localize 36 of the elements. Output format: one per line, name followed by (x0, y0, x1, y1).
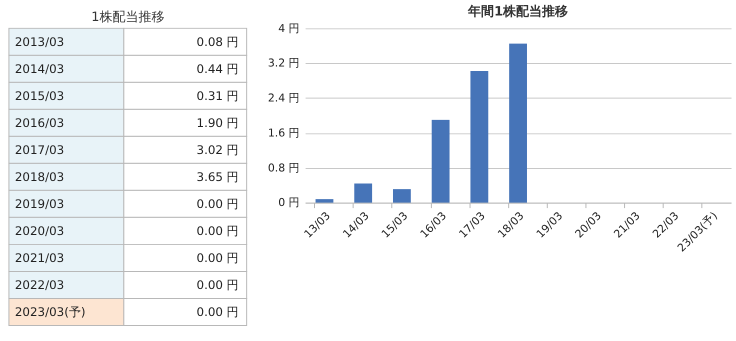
text: 0.00 円 (196, 224, 239, 238)
category-label: 2013/03 (14, 34, 64, 49)
category-label: 2021/03 (14, 250, 64, 265)
category-label: 2015/03 (14, 88, 64, 103)
y-tick-label: 4 円 (278, 22, 300, 35)
text: 0.00 円 (196, 304, 239, 319)
y-tick-label: 3.2 円 (268, 56, 300, 70)
category-label: 2022/03 (14, 278, 64, 292)
y-tick-label: 1.6 円 (268, 126, 300, 140)
y-tick-label: 2.4 円 (268, 92, 300, 105)
text: 0.00 円 (196, 250, 239, 265)
bar (392, 189, 411, 203)
bar (354, 183, 372, 203)
category-label: 2019/03 (14, 196, 64, 211)
chart-title: 年間1株配当推移 (467, 4, 568, 20)
text: 1.90 円 (196, 116, 239, 130)
category-label: 2023/03(予) (14, 304, 86, 319)
text: 0.08 円 (196, 34, 239, 49)
text: 0.44 円 (196, 62, 239, 76)
category-label: 2016/03 (14, 116, 64, 130)
category-label: 2014/03 (14, 62, 64, 76)
text: 1株配当推移 (91, 10, 164, 25)
bar (509, 44, 527, 203)
y-tick-label: 0.8 円 (268, 161, 300, 174)
bar (316, 199, 334, 203)
text: 3.02 円 (196, 142, 239, 157)
bar (432, 120, 450, 203)
y-tick-label: 0 円 (278, 196, 300, 210)
category-label: 2018/03 (14, 170, 64, 184)
category-label: 2017/03 (14, 142, 64, 157)
category-label: 2020/03 (14, 224, 64, 238)
text: 0.00 円 (196, 278, 239, 292)
bar (470, 71, 488, 203)
text: 3.65 円 (196, 170, 239, 184)
text: 0.00 円 (196, 196, 239, 211)
text: 0.31 円 (196, 88, 239, 103)
